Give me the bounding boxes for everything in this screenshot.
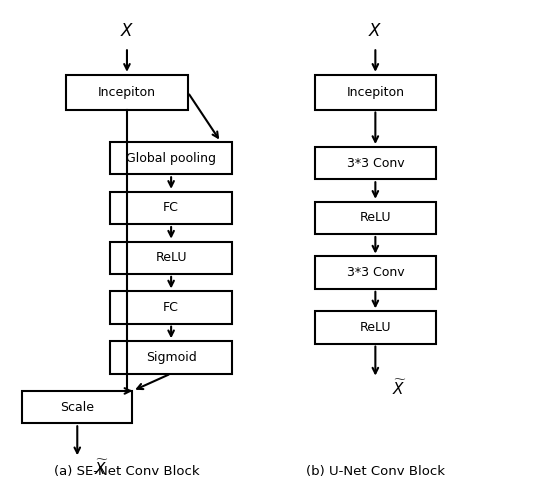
FancyBboxPatch shape [66,75,188,110]
Text: ReLU: ReLU [155,251,187,264]
FancyBboxPatch shape [110,291,232,324]
FancyBboxPatch shape [315,256,436,289]
FancyBboxPatch shape [315,75,436,110]
Text: Global pooling: Global pooling [126,151,216,165]
Text: ReLU: ReLU [359,211,391,225]
FancyBboxPatch shape [315,147,436,179]
FancyBboxPatch shape [110,341,232,374]
Text: Sigmoid: Sigmoid [146,351,197,364]
Text: FC: FC [163,301,179,314]
FancyBboxPatch shape [110,142,232,174]
Text: $\widetilde{X}$: $\widetilde{X}$ [392,378,407,398]
Text: $X$: $X$ [368,22,383,40]
Text: Incepiton: Incepiton [346,86,405,99]
Text: (b) U-Net Conv Block: (b) U-Net Conv Block [306,465,445,478]
Text: $\widetilde{X}$: $\widetilde{X}$ [94,458,109,478]
Text: $X$: $X$ [120,22,134,40]
Text: 3*3 Conv: 3*3 Conv [347,266,404,279]
FancyBboxPatch shape [315,202,436,234]
Text: 3*3 Conv: 3*3 Conv [347,156,404,170]
FancyBboxPatch shape [110,192,232,224]
Text: FC: FC [163,201,179,215]
Text: (a) SE-Net Conv Block: (a) SE-Net Conv Block [54,465,200,478]
Text: Incepiton: Incepiton [98,86,156,99]
Text: ReLU: ReLU [359,321,391,334]
FancyBboxPatch shape [110,242,232,274]
FancyBboxPatch shape [315,311,436,344]
FancyBboxPatch shape [22,391,132,423]
Text: Scale: Scale [60,400,94,414]
